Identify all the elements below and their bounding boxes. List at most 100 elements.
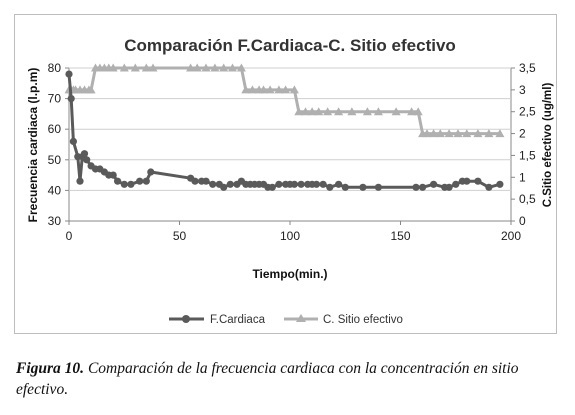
data-point-fcardiaca <box>474 177 482 185</box>
y-right-tick-label: 1,5 <box>519 148 536 162</box>
data-point-csitio <box>391 107 401 116</box>
data-point-csitio <box>119 63 129 72</box>
y-left-tick-label: 40 <box>48 183 62 197</box>
data-point-csitio <box>473 129 483 138</box>
data-point-fcardiaca <box>419 183 427 191</box>
data-point-fcardiaca <box>463 177 471 185</box>
data-point-csitio <box>274 85 284 94</box>
data-point-csitio <box>495 129 505 138</box>
tick-labels: 30 40 50 60 70 80 0 0,5 1 1,5 2 2,5 3 3,5 0 50 100 150 200 <box>48 61 536 243</box>
y-left-tick-label: 30 <box>48 214 62 228</box>
data-point-csitio <box>373 107 383 116</box>
data-point-csitio <box>210 63 220 72</box>
data-point-csitio <box>484 129 494 138</box>
data-point-fcardiaca <box>114 177 122 185</box>
data-point-fcardiaca <box>127 180 135 188</box>
figure-caption: Figura 10. Comparación de la frecuencia … <box>16 358 561 400</box>
data-point-fcardiaca <box>191 177 199 185</box>
data-point-fcardiaca <box>220 183 228 191</box>
data-point-fcardiaca <box>319 180 327 188</box>
data-point-csitio <box>247 85 257 94</box>
data-point-csitio <box>307 107 317 116</box>
chart: Comparación F.Cardiaca-C. Sitio efectivo… <box>26 36 554 326</box>
data-point-csitio <box>334 107 344 116</box>
series <box>64 63 505 191</box>
data-point-fcardiaca <box>496 180 504 188</box>
y-axis-left-label: Frecuencia cardiaca (l.p.m) <box>26 68 40 223</box>
legend-label-fcardiaca: F.Cardiaca <box>210 314 266 326</box>
data-point-csitio <box>294 107 304 116</box>
data-point-fcardiaca <box>109 171 117 179</box>
data-point-fcardiaca <box>341 183 349 191</box>
data-point-csitio <box>435 129 445 138</box>
data-point-fcardiaca <box>80 150 89 158</box>
data-point-csitio <box>314 107 324 116</box>
x-tick-label: 0 <box>66 229 73 243</box>
data-point-csitio <box>130 63 140 72</box>
x-tick-label: 200 <box>501 229 521 243</box>
data-point-csitio <box>422 129 432 138</box>
y-left-tick-label: 80 <box>48 61 62 75</box>
data-point-fcardiaca <box>485 183 493 191</box>
y-axis-right-label: C.Sitio efectivo (ug/ml) <box>542 83 554 208</box>
data-point-fcardiaca <box>209 180 217 188</box>
data-point-csitio <box>186 63 196 72</box>
data-point-fcardiaca <box>326 183 334 191</box>
data-point-fcardiaca <box>202 177 210 185</box>
data-point-csitio <box>347 107 357 116</box>
data-point-fcardiaca <box>83 156 91 164</box>
data-point-csitio <box>444 129 454 138</box>
y-right-tick-label: 1 <box>519 170 526 184</box>
data-point-fcardiaca <box>226 180 234 188</box>
data-point-fcardiaca <box>65 70 73 78</box>
data-point-csitio <box>201 63 211 72</box>
data-point-fcardiaca <box>136 177 144 185</box>
x-tick-label: 50 <box>173 229 187 243</box>
data-point-csitio <box>236 63 246 72</box>
data-point-fcardiaca <box>142 177 150 185</box>
data-point-csitio <box>219 63 229 72</box>
y-right-tick-label: 3,5 <box>519 61 536 75</box>
data-point-fcardiaca <box>69 137 77 145</box>
data-point-csitio <box>323 107 333 116</box>
y-left-tick-label: 70 <box>48 92 62 106</box>
data-point-fcardiaca <box>445 183 453 191</box>
x-tick-label: 150 <box>390 229 410 243</box>
y-left-tick-label: 60 <box>48 122 62 136</box>
data-point-csitio <box>141 63 151 72</box>
y-right-tick-label: 0 <box>519 214 526 228</box>
x-axis-label: Tiempo(min.) <box>252 267 327 281</box>
data-point-csitio <box>413 107 423 116</box>
gridlines <box>65 67 515 225</box>
data-point-fcardiaca <box>67 95 75 103</box>
data-point-csitio <box>407 107 417 116</box>
y-left-tick-label: 50 <box>48 153 62 167</box>
data-point-csitio <box>108 63 118 72</box>
data-point-fcardiaca <box>335 180 343 188</box>
data-point-csitio <box>192 63 202 72</box>
legend-marker-fcardiaca <box>182 315 190 323</box>
data-point-csitio <box>289 85 299 94</box>
data-point-csitio <box>241 85 251 94</box>
data-point-fcardiaca <box>290 180 298 188</box>
y-right-tick-label: 0,5 <box>519 192 536 206</box>
x-tick-label: 100 <box>280 229 300 243</box>
data-point-fcardiaca <box>297 180 305 188</box>
y-right-tick-label: 2 <box>519 127 526 141</box>
data-point-csitio <box>281 85 291 94</box>
data-point-fcardiaca <box>430 180 438 188</box>
data-point-csitio <box>362 107 372 116</box>
series-line-csitio <box>69 66 500 136</box>
legend-marker-csitio <box>296 314 306 322</box>
data-point-fcardiaca <box>120 180 128 188</box>
legend: F.Cardiaca C. Sitio efectivo <box>169 314 403 326</box>
data-point-fcardiaca <box>275 180 283 188</box>
data-point-csitio <box>259 85 268 94</box>
data-point-csitio <box>86 85 96 94</box>
data-point-fcardiaca <box>312 180 321 188</box>
data-point-fcardiaca <box>268 183 276 191</box>
y-right-tick-label: 2,5 <box>519 105 536 119</box>
data-point-fcardiaca <box>452 180 460 188</box>
data-point-fcardiaca <box>147 168 155 176</box>
data-point-csitio <box>148 63 158 72</box>
